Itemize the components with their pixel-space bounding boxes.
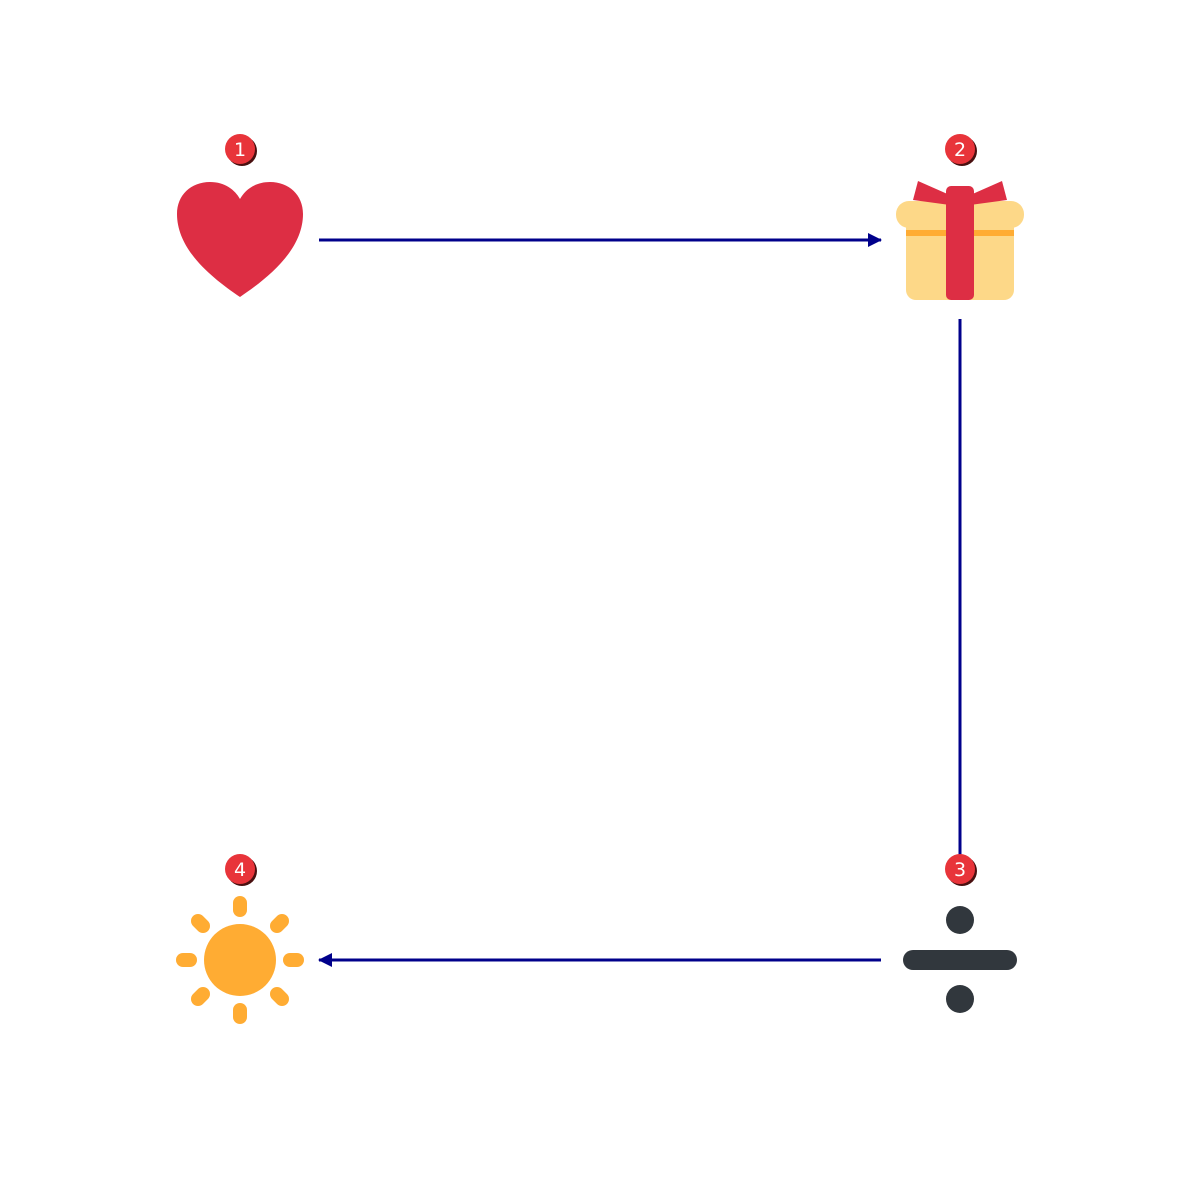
badge-1-label: 1 (234, 139, 246, 161)
node-sun (176, 896, 304, 1024)
badge-2: 2 (945, 134, 977, 166)
badge-4: 4 (225, 854, 257, 886)
badge-2-label: 2 (954, 139, 966, 161)
badge-3: 3 (945, 854, 977, 886)
node-gift (896, 181, 1024, 300)
divide-icon (903, 906, 1017, 1013)
badge-4-label: 4 (234, 859, 246, 881)
sun-icon (176, 896, 304, 1024)
node-divide (903, 906, 1017, 1013)
edges (318, 233, 962, 967)
gift-icon (896, 181, 1024, 300)
badge-1: 1 (225, 134, 257, 166)
node-heart (177, 182, 303, 297)
badge-3-label: 3 (954, 859, 966, 881)
heart-icon (177, 182, 303, 297)
